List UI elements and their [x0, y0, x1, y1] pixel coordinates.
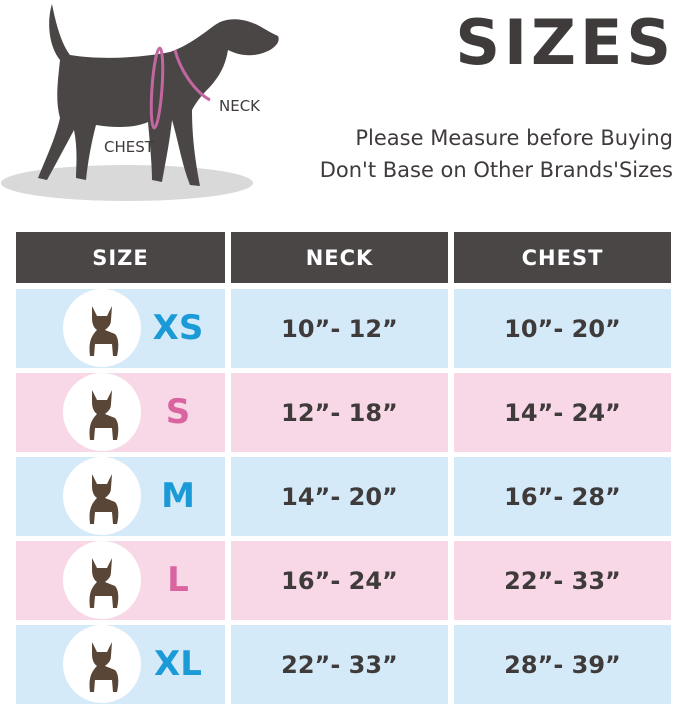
size-label: XL — [154, 643, 202, 684]
chest-value: 14”- 24” — [504, 398, 621, 427]
subtitle-line-1: Please Measure before Buying — [355, 126, 673, 150]
neck-value: 10”- 12” — [281, 314, 398, 343]
header-neck: NECK — [231, 232, 448, 283]
table-row-size-cell: L — [16, 541, 225, 620]
neck-value: 16”- 24” — [281, 566, 398, 595]
table-row-chest-cell: 14”- 24” — [454, 373, 671, 452]
dog-icon — [89, 558, 119, 608]
header-size: SIZE — [16, 232, 225, 283]
size-label: M — [161, 475, 195, 516]
table-row-neck-cell: 16”- 24” — [231, 541, 448, 620]
dog-photo-avatar — [63, 289, 141, 367]
chest-value: 22”- 33” — [504, 566, 621, 595]
dog-photo-avatar — [63, 457, 141, 535]
table-row-neck-cell: 10”- 12” — [231, 289, 448, 368]
table-row-size-cell: XS — [16, 289, 225, 368]
dog-silhouette — [38, 4, 279, 186]
size-label: XS — [152, 307, 204, 348]
table-row-chest-cell: 10”- 20” — [454, 289, 671, 368]
chest-value: 10”- 20” — [504, 314, 621, 343]
table-row-size-cell: XL — [16, 625, 225, 704]
table-row-neck-cell: 12”- 18” — [231, 373, 448, 452]
size-label: S — [165, 391, 191, 432]
dog-measurement-diagram — [1, 4, 279, 201]
dog-icon — [89, 642, 119, 692]
chest-label: CHEST — [104, 138, 154, 156]
ground-shadow — [1, 165, 253, 201]
table-row-chest-cell: 22”- 33” — [454, 541, 671, 620]
dog-photo-avatar — [63, 541, 141, 619]
neck-value: 14”- 20” — [281, 482, 398, 511]
table-row-size-cell: M — [16, 457, 225, 536]
neck-value: 12”- 18” — [281, 398, 398, 427]
table-row-neck-cell: 22”- 33” — [231, 625, 448, 704]
subtitle-line-2: Don't Base on Other Brands'Sizes — [319, 158, 673, 182]
table-row-chest-cell: 28”- 39” — [454, 625, 671, 704]
table-row-neck-cell: 14”- 20” — [231, 457, 448, 536]
page-title: SIZES — [455, 6, 675, 79]
table-row-size-cell: S — [16, 373, 225, 452]
chest-value: 28”- 39” — [504, 650, 621, 679]
neck-value: 22”- 33” — [281, 650, 398, 679]
table-row-chest-cell: 16”- 28” — [454, 457, 671, 536]
dog-icon — [89, 474, 119, 524]
header-chest: CHEST — [454, 232, 671, 283]
size-label: L — [167, 559, 189, 600]
dog-photo-avatar — [63, 373, 141, 451]
neck-strap — [173, 49, 211, 102]
dog-photo-avatar — [63, 625, 141, 703]
dog-icon — [89, 306, 119, 356]
neck-label: NECK — [219, 97, 261, 115]
chest-strap — [149, 46, 165, 130]
chest-value: 16”- 28” — [504, 482, 621, 511]
dog-icon — [89, 390, 119, 440]
